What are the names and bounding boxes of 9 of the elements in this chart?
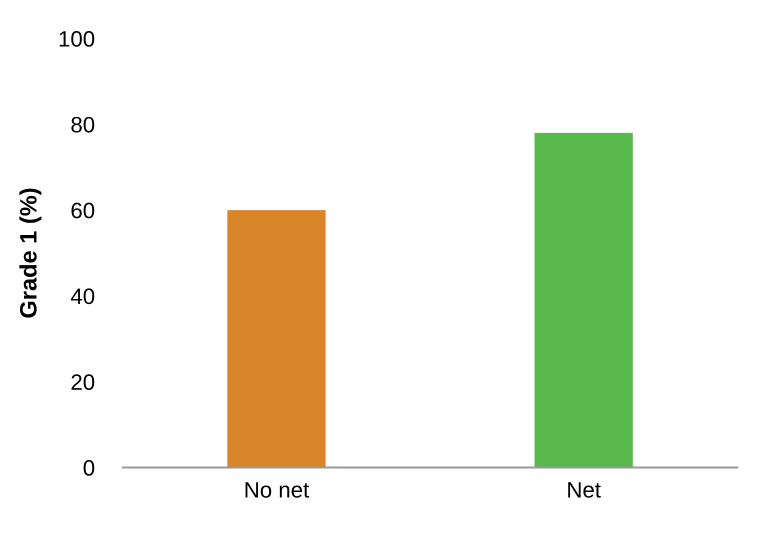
y-tick-label: 80 <box>71 116 94 133</box>
y-tick-label: 0 <box>84 460 94 476</box>
y-tick-label: 20 <box>72 374 94 390</box>
y-axis-title: Grade 1 (%) <box>19 188 42 318</box>
y-tick-label: 100 <box>60 31 94 47</box>
y-tick-label: 60 <box>72 202 94 218</box>
x-tick-label: No net <box>246 482 310 498</box>
x-tick-label: Net <box>568 482 601 498</box>
y-tick-label: 40 <box>70 288 94 304</box>
